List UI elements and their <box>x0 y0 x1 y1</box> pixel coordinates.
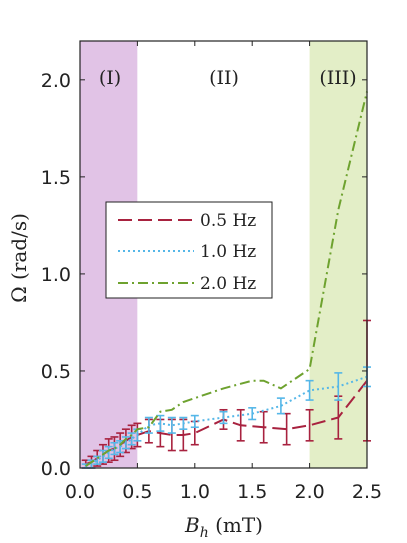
plot-frame <box>79 40 368 469</box>
series-line-2p0hz <box>85 91 368 467</box>
x-tick-label: 2.5 <box>352 481 382 503</box>
x-axis-label: Bh (mT) <box>184 513 263 541</box>
y-tick-label: 0.5 <box>41 361 71 383</box>
legend-label-1hz: 1.0 Hz <box>200 242 256 262</box>
x-tick-label: 2.0 <box>294 481 324 503</box>
series-layer <box>81 91 371 469</box>
x-tick-label: 1.5 <box>237 481 267 503</box>
x-axis-symbol: B <box>184 513 200 537</box>
y-tick-label: 1.5 <box>41 167 71 189</box>
x-tick-label: 0.0 <box>65 481 95 503</box>
legend-label-2hz: 2.0 Hz <box>200 274 256 294</box>
y-tick-label: 2.0 <box>41 70 71 92</box>
region-label-1: (I) <box>99 67 121 89</box>
region-label-2: (II) <box>209 67 239 89</box>
region-label-3: (III) <box>319 67 356 89</box>
y-axis-label: Ω (rad/s) <box>7 213 31 303</box>
x-tick-label: 0.5 <box>122 481 152 503</box>
legend: 0.5 Hz 1.0 Hz 2.0 Hz <box>105 201 273 299</box>
x-axis-subscript: h <box>200 525 209 541</box>
x-tick-label: 1.0 <box>180 481 210 503</box>
y-tick-label: 0.0 <box>41 458 71 480</box>
axis-ticks: 0.0 0.5 1.0 1.5 2.0 2.5 0.0 0.5 1.0 1.5 2.0 <box>41 41 382 503</box>
y-tick-label: 1.0 <box>41 264 71 286</box>
x-axis-unit: (mT) <box>209 513 263 537</box>
legend-label-0p5hz: 0.5 Hz <box>200 211 256 231</box>
